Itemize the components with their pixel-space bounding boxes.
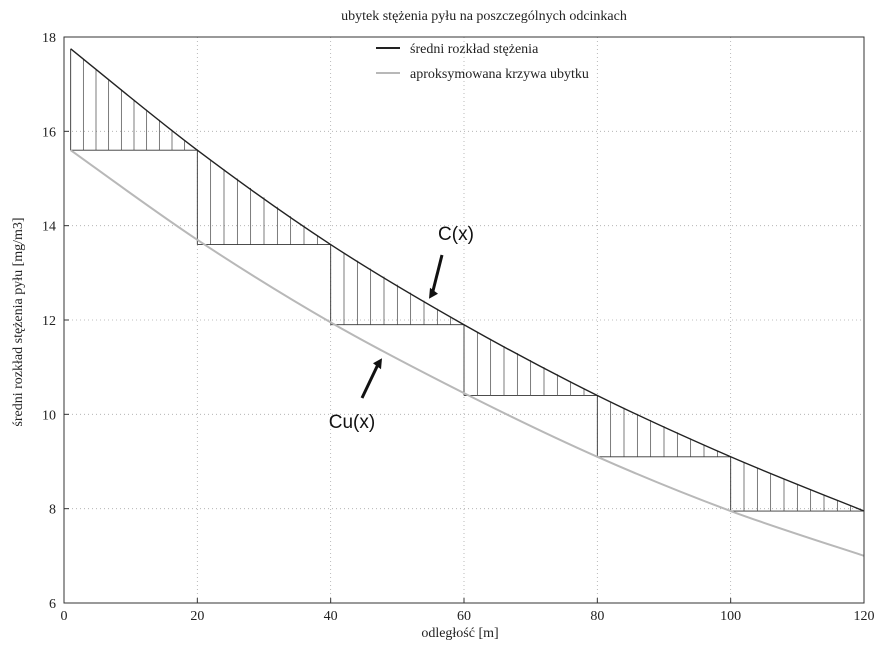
hatch-segment [196, 150, 331, 245]
annotation-cx-arrow [430, 254, 444, 296]
x-axis-label: odległość [m] [421, 626, 498, 641]
legend: średni rozkład stężenia aproksymowana kr… [376, 42, 589, 82]
y-tick-label: 16 [42, 125, 56, 140]
y-tick-label: 12 [42, 314, 56, 329]
grid [64, 37, 864, 603]
x-tick-label: 40 [324, 609, 338, 624]
y-tick-label: 14 [42, 220, 56, 235]
hatch-segments [70, 48, 864, 512]
x-tick-label: 120 [854, 609, 875, 624]
series-line-approx [70, 149, 865, 557]
legend-label-approx: aproksymowana krzywa ubytku [410, 67, 589, 82]
chart-title: ubytek stężenia pyłu na poszczególnych o… [341, 9, 627, 24]
hatch-segment [730, 456, 864, 512]
x-tick-label: 100 [720, 609, 741, 624]
annotation-cux: Cu(x) [329, 412, 375, 433]
hatch-segment [596, 395, 731, 458]
x-tick-label: 20 [190, 609, 204, 624]
x-tick-label: 80 [590, 609, 604, 624]
annotations: C(x) Cu(x) [329, 224, 474, 433]
y-tick-label: 10 [42, 408, 56, 423]
x-tick-label: 60 [457, 609, 471, 624]
y-tick-label: 18 [42, 31, 56, 46]
annotation-cx: C(x) [438, 224, 474, 245]
hatch-segment [70, 48, 198, 151]
annotation-cux-arrow [360, 361, 381, 399]
y-axis-label: średni rozkład stężenia pyłu [mg/m3] [11, 217, 26, 426]
axis-ticks: 0 20 40 60 80 100 120 6 8 10 12 14 16 18 [42, 31, 875, 624]
y-tick-label: 6 [49, 597, 56, 612]
hatch-segment [330, 244, 464, 326]
y-tick-label: 8 [49, 503, 56, 518]
legend-label-mean: średni rozkład stężenia [410, 42, 539, 57]
series-line-mean [70, 48, 865, 512]
annotation-cux-arrowhead [373, 358, 382, 370]
x-tick-label: 0 [61, 609, 68, 624]
annotation-cx-arrowhead [429, 287, 438, 299]
series-lines [70, 48, 865, 557]
